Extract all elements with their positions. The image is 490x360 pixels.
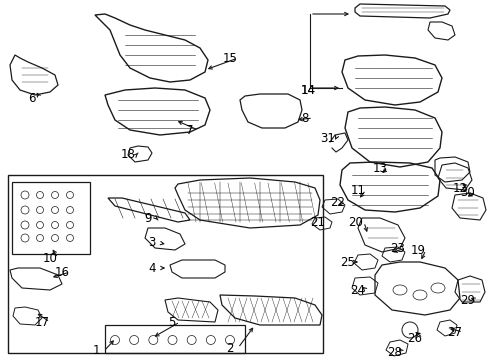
Text: 3: 3 [148, 237, 156, 249]
Text: 14: 14 [300, 84, 316, 96]
Text: 23: 23 [391, 242, 405, 255]
Text: 18: 18 [121, 148, 135, 162]
Text: 5: 5 [168, 315, 176, 328]
Text: 1: 1 [92, 345, 100, 357]
Text: 26: 26 [408, 332, 422, 345]
Text: 11: 11 [350, 184, 366, 197]
Bar [8, 175, 323, 353]
Text: 16: 16 [54, 266, 70, 279]
Text: 17: 17 [34, 315, 49, 328]
Text: 29: 29 [461, 293, 475, 306]
Text: 6: 6 [28, 91, 36, 104]
Bar [105, 325, 245, 353]
Text: 15: 15 [222, 51, 238, 64]
Text: 7: 7 [186, 123, 194, 136]
Bar [12, 182, 90, 254]
Text: 2: 2 [226, 342, 234, 355]
Text: 8: 8 [301, 112, 309, 125]
Text: 22: 22 [330, 195, 345, 208]
Text: 19: 19 [411, 243, 425, 256]
Text: 10: 10 [43, 252, 57, 265]
Text: 13: 13 [372, 162, 388, 175]
Text: 20: 20 [348, 216, 364, 229]
Text: 4: 4 [148, 261, 156, 274]
Text: 25: 25 [341, 256, 355, 269]
Text: 14: 14 [300, 84, 316, 96]
Text: 27: 27 [447, 325, 463, 338]
Text: 24: 24 [350, 284, 366, 297]
Text: 28: 28 [388, 346, 402, 360]
Text: 31: 31 [320, 131, 336, 144]
Text: 30: 30 [461, 185, 475, 198]
Text: 21: 21 [311, 216, 325, 229]
Text: 12: 12 [452, 181, 467, 194]
Text: 9: 9 [144, 211, 152, 225]
